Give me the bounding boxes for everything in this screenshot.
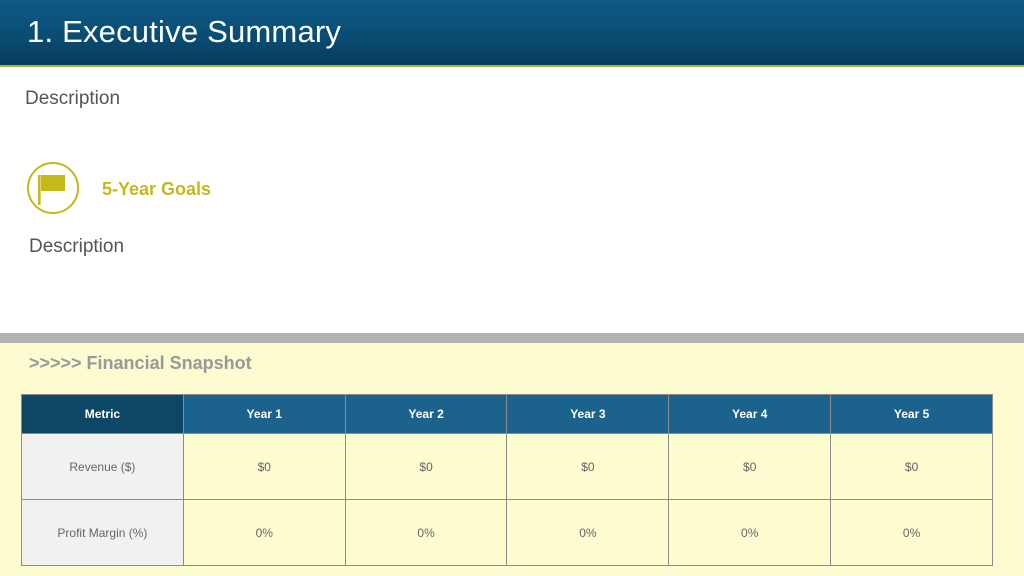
page-title: 1. Executive Summary: [27, 14, 342, 49]
flag-icon: [27, 162, 79, 214]
header-bar: 1. Executive Summary: [0, 0, 1024, 67]
goals-heading: 5-Year Goals: [102, 179, 212, 199]
table-cell: 0%: [830, 499, 993, 566]
column-header-year-1: Year 1: [182, 394, 346, 434]
row-label-profit-margin: Profit Margin (%): [21, 499, 184, 566]
column-header-year-2: Year 2: [344, 394, 508, 434]
table-cell: $0: [506, 433, 670, 500]
row-label-revenue: Revenue ($): [21, 433, 184, 500]
column-header-year-5: Year 5: [830, 394, 993, 434]
section-divider: [0, 333, 1024, 343]
goals-description: Description: [29, 236, 125, 257]
snapshot-heading: >>>>> Financial Snapshot: [29, 353, 252, 373]
table-cell: $0: [344, 433, 508, 500]
table-cell: $0: [668, 433, 832, 500]
table-cell: $0: [830, 433, 993, 500]
table-cell: 0%: [668, 499, 832, 566]
summary-description: Description: [25, 88, 121, 109]
column-header-year-3: Year 3: [506, 394, 670, 434]
table-row: Profit Margin (%) 0% 0% 0% 0% 0%: [21, 499, 993, 566]
column-header-metric: Metric: [21, 394, 184, 434]
financial-table: Metric Year 1 Year 2 Year 3 Year 4 Year …: [21, 394, 993, 566]
table-cell: 0%: [182, 499, 346, 566]
column-header-year-4: Year 4: [668, 394, 832, 434]
table-cell: $0: [182, 433, 346, 500]
table-cell: 0%: [344, 499, 508, 566]
table-cell: 0%: [506, 499, 670, 566]
table-header-row: Metric Year 1 Year 2 Year 3 Year 4 Year …: [21, 394, 993, 434]
table-row: Revenue ($) $0 $0 $0 $0 $0: [21, 433, 993, 500]
